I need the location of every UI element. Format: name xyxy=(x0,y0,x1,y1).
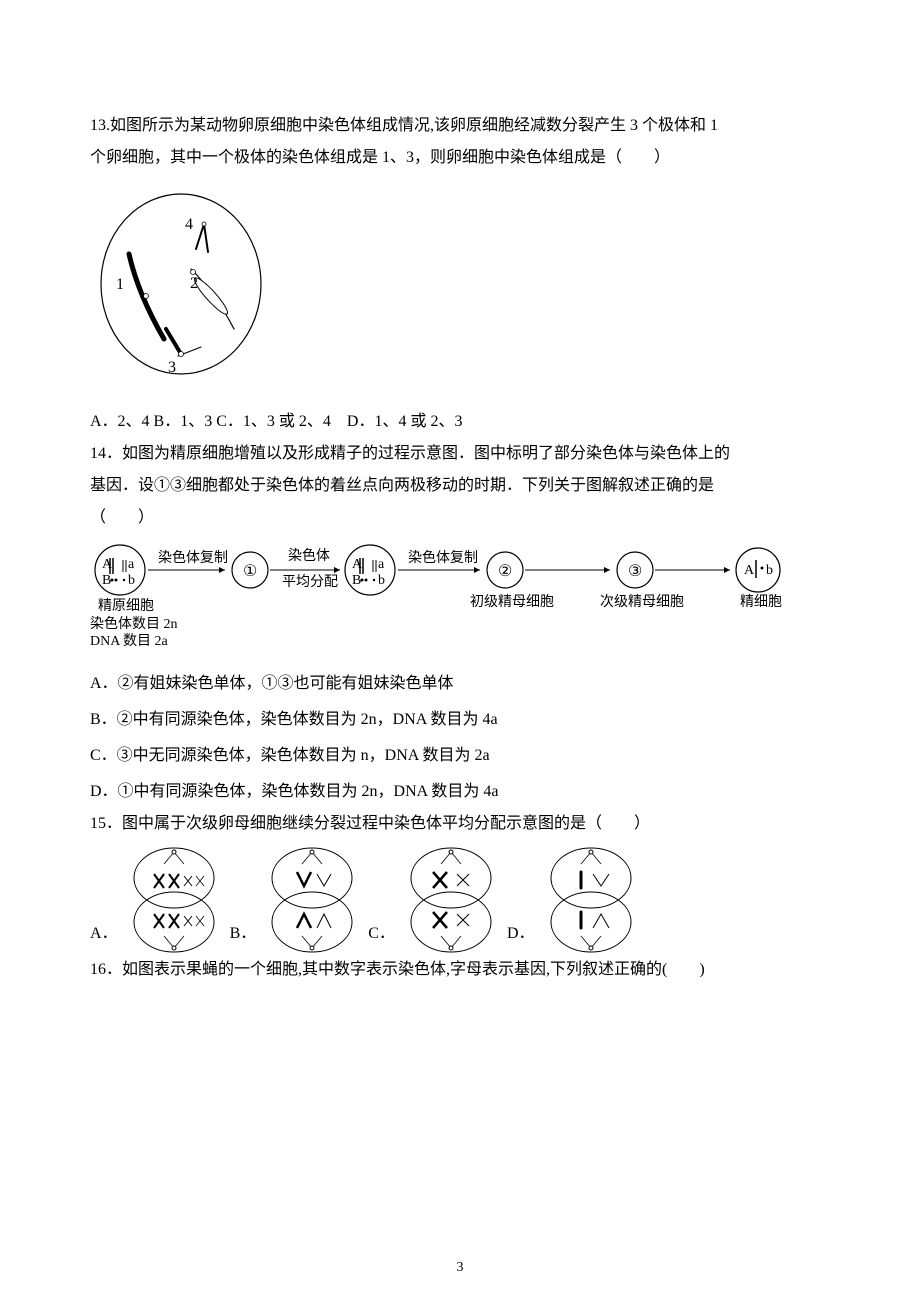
q15-figC xyxy=(401,844,501,954)
q14-process-figure: A a B b 染色体复制 ① 染色体 平均分配 A a B b 染色体复制 xyxy=(90,540,830,662)
q14-optB: B．②中有同源染色体，染色体数目为 2n，DNA 数目为 4a xyxy=(90,704,830,736)
q15-figB xyxy=(262,844,362,954)
mid-label: 初级精母细胞 xyxy=(470,593,554,610)
exam-page: 13.如图所示为某动物卵原细胞中染色体组成情况,该卵原细胞经减数分裂产生 3 个… xyxy=(0,0,920,1302)
q15-label-d: D． xyxy=(507,918,535,954)
arrow3-label: 染色体复制 xyxy=(408,549,478,566)
roman1: ① xyxy=(243,563,257,580)
left-l3: DNA 数目 2a xyxy=(90,633,169,649)
q15-text: 15．图中属于次级卵母细胞继续分裂过程中染色体平均分配示意图的是（ ） xyxy=(90,808,830,840)
svg-text:a: a xyxy=(128,557,135,572)
svg-text:b: b xyxy=(128,573,135,588)
chrom-label-4: 4 xyxy=(185,216,193,233)
q14-line1: 14．如图为精原细胞增殖以及形成精子的过程示意图．图中标明了部分染色体与染色体上… xyxy=(90,438,830,470)
q14-optC: C．③中无同源染色体，染色体数目为 n，DNA 数目为 2a xyxy=(90,740,830,772)
svg-text:A: A xyxy=(744,563,755,578)
arrow2-top: 染色体 xyxy=(288,547,330,564)
chrom-label-1: 1 xyxy=(116,276,124,293)
svg-text:a: a xyxy=(378,557,385,572)
q14-line2: 基因．设①③细胞都处于染色体的着丝点向两极移动的时期．下列关于图解叙述正确的是 xyxy=(90,470,830,502)
svg-text:b: b xyxy=(766,563,773,578)
svg-text:A: A xyxy=(352,557,363,572)
chrom-label-2: 2 xyxy=(190,275,198,292)
chrom-label-3: 3 xyxy=(168,359,176,376)
left-l1: 精原细胞 xyxy=(98,598,154,614)
left-l2: 染色体数目 2n xyxy=(90,615,178,632)
roman3: ③ xyxy=(628,563,642,580)
q13-line1: 13.如图所示为某动物卵原细胞中染色体组成情况,该卵原细胞经减数分裂产生 3 个… xyxy=(90,110,830,142)
q14-optA: A．②有姐妹染色单体，①③也可能有姐妹染色单体 xyxy=(90,668,830,700)
q16-text: 16．如图表示果蝇的一个细胞,其中数字表示染色体,字母表示基因,下列叙述正确的(… xyxy=(90,954,830,986)
svg-text:b: b xyxy=(378,573,385,588)
q15-label-a: A． xyxy=(90,918,118,954)
q15-label-c: C． xyxy=(368,918,395,954)
next-label: 次级精母细胞 xyxy=(600,594,684,610)
q14-optD: D．①中有同源染色体，染色体数目为 2n，DNA 数目为 4a xyxy=(90,776,830,808)
q13-figure: 1 4 2 3 xyxy=(86,184,830,396)
svg-text:A: A xyxy=(102,557,113,572)
q15-figA xyxy=(124,844,224,954)
q14-options: A．②有姐妹染色单体，①③也可能有姐妹染色单体 B．②中有同源染色体，染色体数目… xyxy=(90,668,830,808)
cell-diagram-svg: 1 4 2 3 xyxy=(86,184,266,384)
sperm-label: 精细胞 xyxy=(740,594,782,610)
roman2: ② xyxy=(498,563,512,580)
q14-line3: （ ） xyxy=(90,502,830,534)
q15-label-b: B． xyxy=(230,918,257,954)
arrow1-label: 染色体复制 xyxy=(158,549,228,566)
arrow2-bot: 平均分配 xyxy=(282,574,338,590)
page-number: 3 xyxy=(0,1254,920,1282)
svg-text:B: B xyxy=(102,573,111,588)
q13-options: A．2、4 B．1、3 C．1、3 或 2、4 D．1、4 或 2、3 xyxy=(90,406,830,438)
q13-line2: 个卵细胞，其中一个极体的染色体组成是 1、3，则卵细胞中染色体组成是（ ） xyxy=(90,142,830,174)
q15-figD xyxy=(541,844,641,954)
svg-text:B: B xyxy=(352,573,361,588)
q15-options: A． B． xyxy=(90,844,830,954)
process-svg: A a B b 染色体复制 ① 染色体 平均分配 A a B b 染色体复制 xyxy=(90,540,830,650)
